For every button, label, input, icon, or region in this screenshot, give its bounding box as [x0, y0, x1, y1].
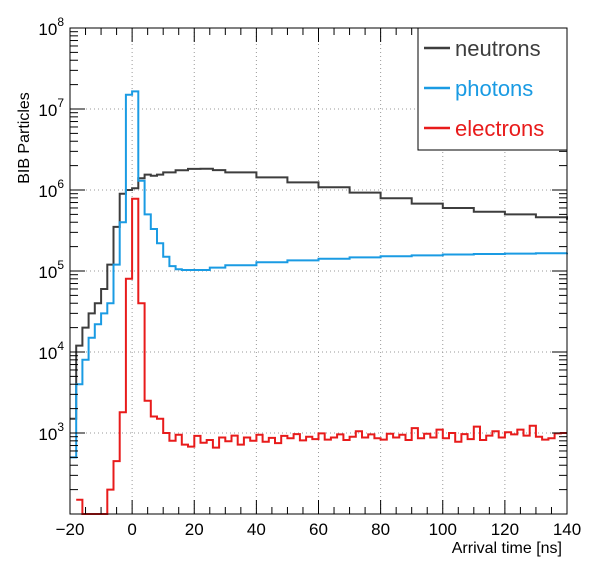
legend-label-neutrons: neutrons — [455, 36, 541, 61]
y-tick-exponent: 4 — [57, 339, 64, 353]
y-tick-exponent: 7 — [57, 96, 64, 110]
x-axis-title: Arrival time [ns] — [452, 540, 562, 557]
x-tick-label: 60 — [309, 520, 328, 539]
y-tick-base: 10 — [38, 182, 57, 201]
y-tick-label: 103 — [38, 420, 64, 444]
y-tick-base: 10 — [38, 101, 57, 120]
series-electrons-line — [76, 197, 567, 515]
x-tick-label: 140 — [553, 520, 581, 539]
y-tick-base: 10 — [38, 20, 57, 39]
y-tick-exponent: 8 — [57, 15, 64, 29]
x-tick-label: 120 — [491, 520, 519, 539]
x-tick-label: 100 — [429, 520, 457, 539]
x-tick-label: −20 — [56, 520, 85, 539]
y-tick-base: 10 — [38, 263, 57, 282]
y-tick-exponent: 5 — [57, 258, 64, 272]
y-tick-label: 104 — [38, 339, 64, 363]
series-photons-line — [70, 90, 568, 459]
x-tick-label: 20 — [185, 520, 204, 539]
y-axis-title: BIB Particles — [16, 92, 33, 184]
legend-label-electrons: electrons — [455, 116, 544, 141]
legend: neutrons photons electrons — [417, 27, 568, 151]
series-neutrons-line — [70, 167, 568, 420]
y-tick-base: 10 — [38, 425, 57, 444]
legend-label-photons: photons — [455, 76, 533, 101]
x-tick-label: 0 — [127, 520, 136, 539]
x-tick-label: 40 — [247, 520, 266, 539]
y-tick-base: 10 — [38, 344, 57, 363]
x-tick-label: 80 — [371, 520, 390, 539]
y-tick-exponent: 6 — [57, 177, 64, 191]
y-tick-label: 106 — [38, 177, 64, 201]
y-tick-label: 105 — [38, 258, 64, 282]
series-layer — [70, 90, 568, 515]
y-tick-label: 108 — [38, 15, 64, 39]
y-tick-label: 107 — [38, 96, 64, 120]
y-tick-exponent: 3 — [57, 420, 64, 434]
